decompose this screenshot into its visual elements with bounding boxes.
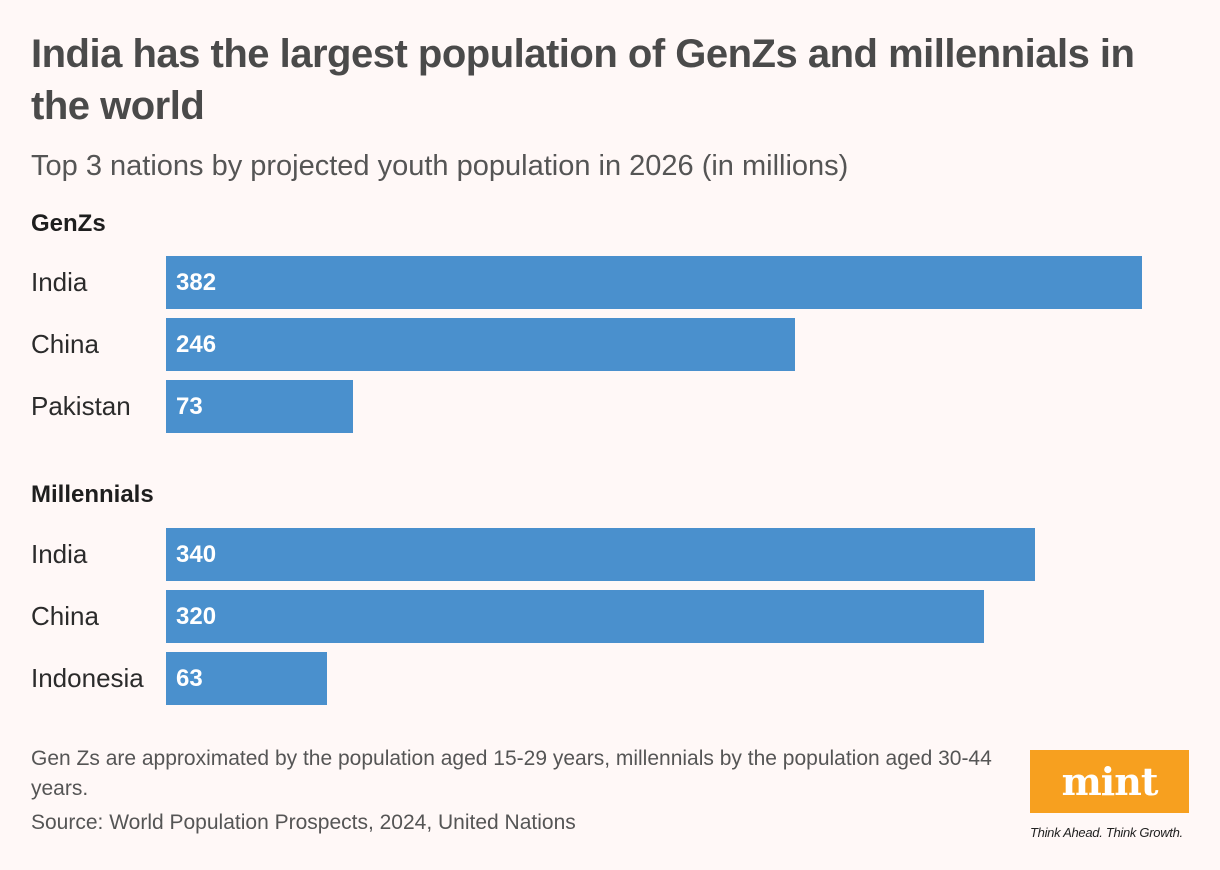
category-label: India <box>31 539 88 569</box>
bar <box>166 528 1035 581</box>
data-label: 320 <box>176 603 217 630</box>
bar <box>166 590 984 643</box>
data-label: 382 <box>176 269 217 296</box>
bar <box>166 256 1142 309</box>
data-label: 63 <box>176 665 203 692</box>
footnote: Gen Zs are approximated by the populatio… <box>31 747 992 800</box>
category-label: China <box>31 601 99 631</box>
logo-tagline: Think Ahead. Think Growth. <box>1030 825 1183 840</box>
group-label: GenZs <box>31 210 106 237</box>
data-label: 340 <box>176 541 217 568</box>
group-label: Millennials <box>31 481 154 508</box>
logo-text: mint <box>1061 759 1159 804</box>
category-label: Indonesia <box>31 663 144 693</box>
source-note: Source: World Population Prospects, 2024… <box>31 811 576 834</box>
data-label: 73 <box>176 393 203 420</box>
category-label: China <box>31 329 99 359</box>
data-label: 246 <box>176 331 217 358</box>
category-label: Pakistan <box>31 391 131 421</box>
bar <box>166 652 327 705</box>
chart-subtitle: Top 3 nations by projected youth populat… <box>31 150 849 182</box>
category-label: India <box>31 267 88 297</box>
bar <box>166 318 795 371</box>
chart-title: India has the largest population of GenZ… <box>31 32 1135 128</box>
mint-logo: mint <box>1030 750 1189 813</box>
bar <box>166 380 353 433</box>
